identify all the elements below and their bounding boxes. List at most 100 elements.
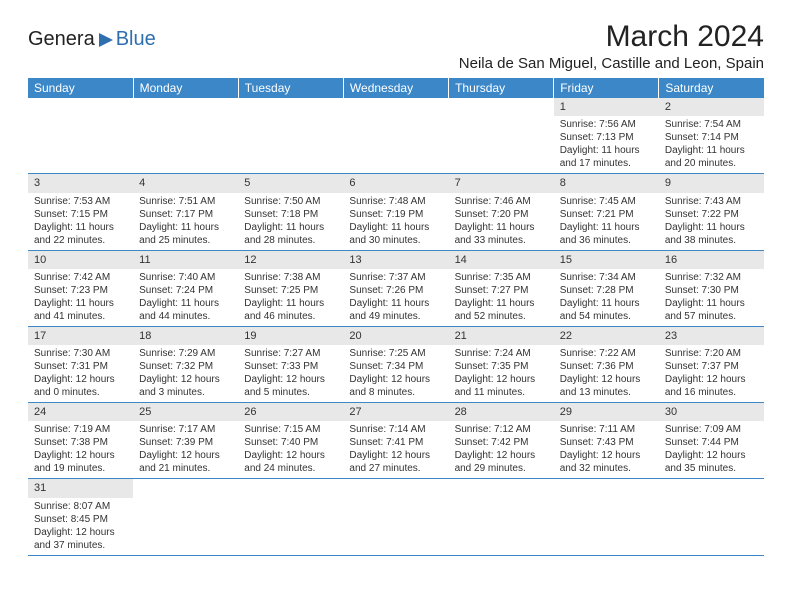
day-number-cell: 7 bbox=[449, 174, 554, 193]
sunrise-text: Sunrise: 7:24 AM bbox=[455, 347, 548, 360]
day-info-cell bbox=[133, 498, 238, 556]
sunrise-text: Sunrise: 7:37 AM bbox=[349, 271, 442, 284]
day-info-cell: Sunrise: 7:34 AMSunset: 7:28 PMDaylight:… bbox=[554, 269, 659, 327]
week-info-row: Sunrise: 7:53 AMSunset: 7:15 PM Daylight:… bbox=[28, 193, 764, 251]
day-number-cell bbox=[28, 98, 133, 116]
calendar-head: SundayMondayTuesdayWednesdayThursdayFrid… bbox=[28, 78, 764, 98]
day-number-cell bbox=[133, 98, 238, 116]
sunrise-text: Sunrise: 7:50 AM bbox=[244, 195, 337, 208]
day-info-cell bbox=[343, 116, 448, 174]
daylight-text: Daylight: 11 hours and 30 minutes. bbox=[349, 221, 442, 247]
day-number-cell: 24 bbox=[28, 403, 133, 422]
sunrise-text: Sunrise: 7:19 AM bbox=[34, 423, 127, 436]
day-info-cell bbox=[238, 498, 343, 556]
sunset-text: Sunset: 7:32 PM bbox=[139, 360, 232, 373]
day-header: Thursday bbox=[449, 78, 554, 98]
sunrise-text: Sunrise: 7:45 AM bbox=[560, 195, 653, 208]
day-header: Tuesday bbox=[238, 78, 343, 98]
daylight-text: Daylight: 11 hours and 57 minutes. bbox=[665, 297, 758, 323]
sunrise-text: Sunrise: 7:25 AM bbox=[349, 347, 442, 360]
week-daynum-row: 10111213141516 bbox=[28, 250, 764, 269]
day-number-cell: 2 bbox=[659, 98, 764, 116]
week-daynum-row: 3456789 bbox=[28, 174, 764, 193]
day-info-cell: Sunrise: 7:38 AMSunset: 7:25 PMDaylight:… bbox=[238, 269, 343, 327]
week-info-row: Sunrise: 8:07 AMSunset: 8:45 PMDaylight:… bbox=[28, 498, 764, 556]
day-info-cell: Sunrise: 7:15 AMSunset: 7:40 PMDaylight:… bbox=[238, 421, 343, 479]
day-info-cell bbox=[238, 116, 343, 174]
sunset-text: Sunset: 7:43 PM bbox=[560, 436, 653, 449]
header: Genera Blue March 2024 Neila de San Migu… bbox=[28, 20, 764, 72]
day-number-cell: 22 bbox=[554, 326, 659, 345]
day-info-cell: Sunrise: 7:53 AMSunset: 7:15 PMDaylight:… bbox=[28, 193, 133, 251]
sunset-text: Sunset: 7:39 PM bbox=[139, 436, 232, 449]
day-number-cell: 13 bbox=[343, 250, 448, 269]
sunset-text: Sunset: 7:35 PM bbox=[455, 360, 548, 373]
day-info-cell: Sunrise: 7:43 AMSunset: 7:22 PMDaylight:… bbox=[659, 193, 764, 251]
sunrise-text: Sunrise: 7:17 AM bbox=[139, 423, 232, 436]
sunrise-text: Sunrise: 7:34 AM bbox=[560, 271, 653, 284]
day-number-cell: 31 bbox=[28, 479, 133, 498]
daylight-text: Daylight: 11 hours and 49 minutes. bbox=[349, 297, 442, 323]
day-info-cell: Sunrise: 7:32 AMSunset: 7:30 PMDaylight:… bbox=[659, 269, 764, 327]
week-info-row: Sunrise: 7:42 AMSunset: 7:23 PM Daylight:… bbox=[28, 269, 764, 327]
day-info-cell: Sunrise: 7:09 AMSunset: 7:44 PMDaylight:… bbox=[659, 421, 764, 479]
day-number-cell: 25 bbox=[133, 403, 238, 422]
sunset-text: Sunset: 7:41 PM bbox=[349, 436, 442, 449]
day-info-cell bbox=[554, 498, 659, 556]
daylight-text: Daylight: 12 hours and 5 minutes. bbox=[244, 373, 337, 399]
sunrise-text: Sunrise: 7:56 AM bbox=[560, 118, 653, 131]
sunrise-text: Sunrise: 7:53 AM bbox=[34, 195, 127, 208]
sunset-text: Sunset: 7:28 PM bbox=[560, 284, 653, 297]
day-info-cell: Sunrise: 7:51 AMSunset: 7:17 PMDaylight:… bbox=[133, 193, 238, 251]
sunrise-text: Sunrise: 7:54 AM bbox=[665, 118, 758, 131]
day-info-cell: Sunrise: 7:56 AMSunset: 7:13 PMDaylight:… bbox=[554, 116, 659, 174]
day-info-cell: Sunrise: 7:40 AMSunset: 7:24 PMDaylight:… bbox=[133, 269, 238, 327]
sunrise-text: Sunrise: 7:12 AM bbox=[455, 423, 548, 436]
daylight-text: Daylight: 12 hours and 3 minutes. bbox=[139, 373, 232, 399]
day-header: Wednesday bbox=[343, 78, 448, 98]
day-info-cell: Sunrise: 7:24 AMSunset: 7:35 PMDaylight:… bbox=[449, 345, 554, 403]
day-number-cell: 23 bbox=[659, 326, 764, 345]
day-header: Saturday bbox=[659, 78, 764, 98]
daylight-text: Daylight: 11 hours and 25 minutes. bbox=[139, 221, 232, 247]
day-info-cell: Sunrise: 7:29 AMSunset: 7:32 PMDaylight:… bbox=[133, 345, 238, 403]
daylight-text: Daylight: 12 hours and 21 minutes. bbox=[139, 449, 232, 475]
day-number-cell: 28 bbox=[449, 403, 554, 422]
week-info-row: Sunrise: 7:19 AMSunset: 7:38 PMDaylight:… bbox=[28, 421, 764, 479]
daylight-text: Daylight: 12 hours and 13 minutes. bbox=[560, 373, 653, 399]
daylight-text: Daylight: 11 hours and 33 minutes. bbox=[455, 221, 548, 247]
sunset-text: Sunset: 7:40 PM bbox=[244, 436, 337, 449]
day-number-cell: 14 bbox=[449, 250, 554, 269]
week-daynum-row: 31 bbox=[28, 479, 764, 498]
day-number-cell bbox=[659, 479, 764, 498]
sunrise-text: Sunrise: 7:14 AM bbox=[349, 423, 442, 436]
day-info-cell: Sunrise: 7:30 AMSunset: 7:31 PMDaylight:… bbox=[28, 345, 133, 403]
day-info-cell: Sunrise: 7:20 AMSunset: 7:37 PMDaylight:… bbox=[659, 345, 764, 403]
sunset-text: Sunset: 7:34 PM bbox=[349, 360, 442, 373]
sunset-text: Sunset: 7:24 PM bbox=[139, 284, 232, 297]
sunrise-text: Sunrise: 7:46 AM bbox=[455, 195, 548, 208]
sunset-text: Sunset: 7:42 PM bbox=[455, 436, 548, 449]
sunset-text: Sunset: 8:45 PM bbox=[34, 513, 127, 526]
daylight-text: Daylight: 12 hours and 27 minutes. bbox=[349, 449, 442, 475]
daylight-text: Daylight: 11 hours and 46 minutes. bbox=[244, 297, 337, 323]
sunset-text: Sunset: 7:19 PM bbox=[349, 208, 442, 221]
sunset-text: Sunset: 7:36 PM bbox=[560, 360, 653, 373]
day-info-cell: Sunrise: 7:37 AMSunset: 7:26 PMDaylight:… bbox=[343, 269, 448, 327]
daylight-text: Daylight: 12 hours and 16 minutes. bbox=[665, 373, 758, 399]
daylight-text: Daylight: 12 hours and 35 minutes. bbox=[665, 449, 758, 475]
day-info-cell: Sunrise: 7:17 AMSunset: 7:39 PMDaylight:… bbox=[133, 421, 238, 479]
day-info-cell: Sunrise: 7:42 AMSunset: 7:23 PMDaylight:… bbox=[28, 269, 133, 327]
day-number-cell: 5 bbox=[238, 174, 343, 193]
day-info-cell bbox=[133, 116, 238, 174]
title-block: March 2024 Neila de San Miguel, Castille… bbox=[459, 20, 764, 72]
daylight-text: Daylight: 12 hours and 19 minutes. bbox=[34, 449, 127, 475]
day-info-cell: Sunrise: 7:45 AMSunset: 7:21 PMDaylight:… bbox=[554, 193, 659, 251]
sunrise-text: Sunrise: 7:40 AM bbox=[139, 271, 232, 284]
day-info-cell bbox=[659, 498, 764, 556]
daylight-text: Daylight: 12 hours and 29 minutes. bbox=[455, 449, 548, 475]
sunset-text: Sunset: 7:23 PM bbox=[34, 284, 127, 297]
sunrise-text: Sunrise: 7:30 AM bbox=[34, 347, 127, 360]
sunset-text: Sunset: 7:15 PM bbox=[34, 208, 127, 221]
sunrise-text: Sunrise: 7:42 AM bbox=[34, 271, 127, 284]
